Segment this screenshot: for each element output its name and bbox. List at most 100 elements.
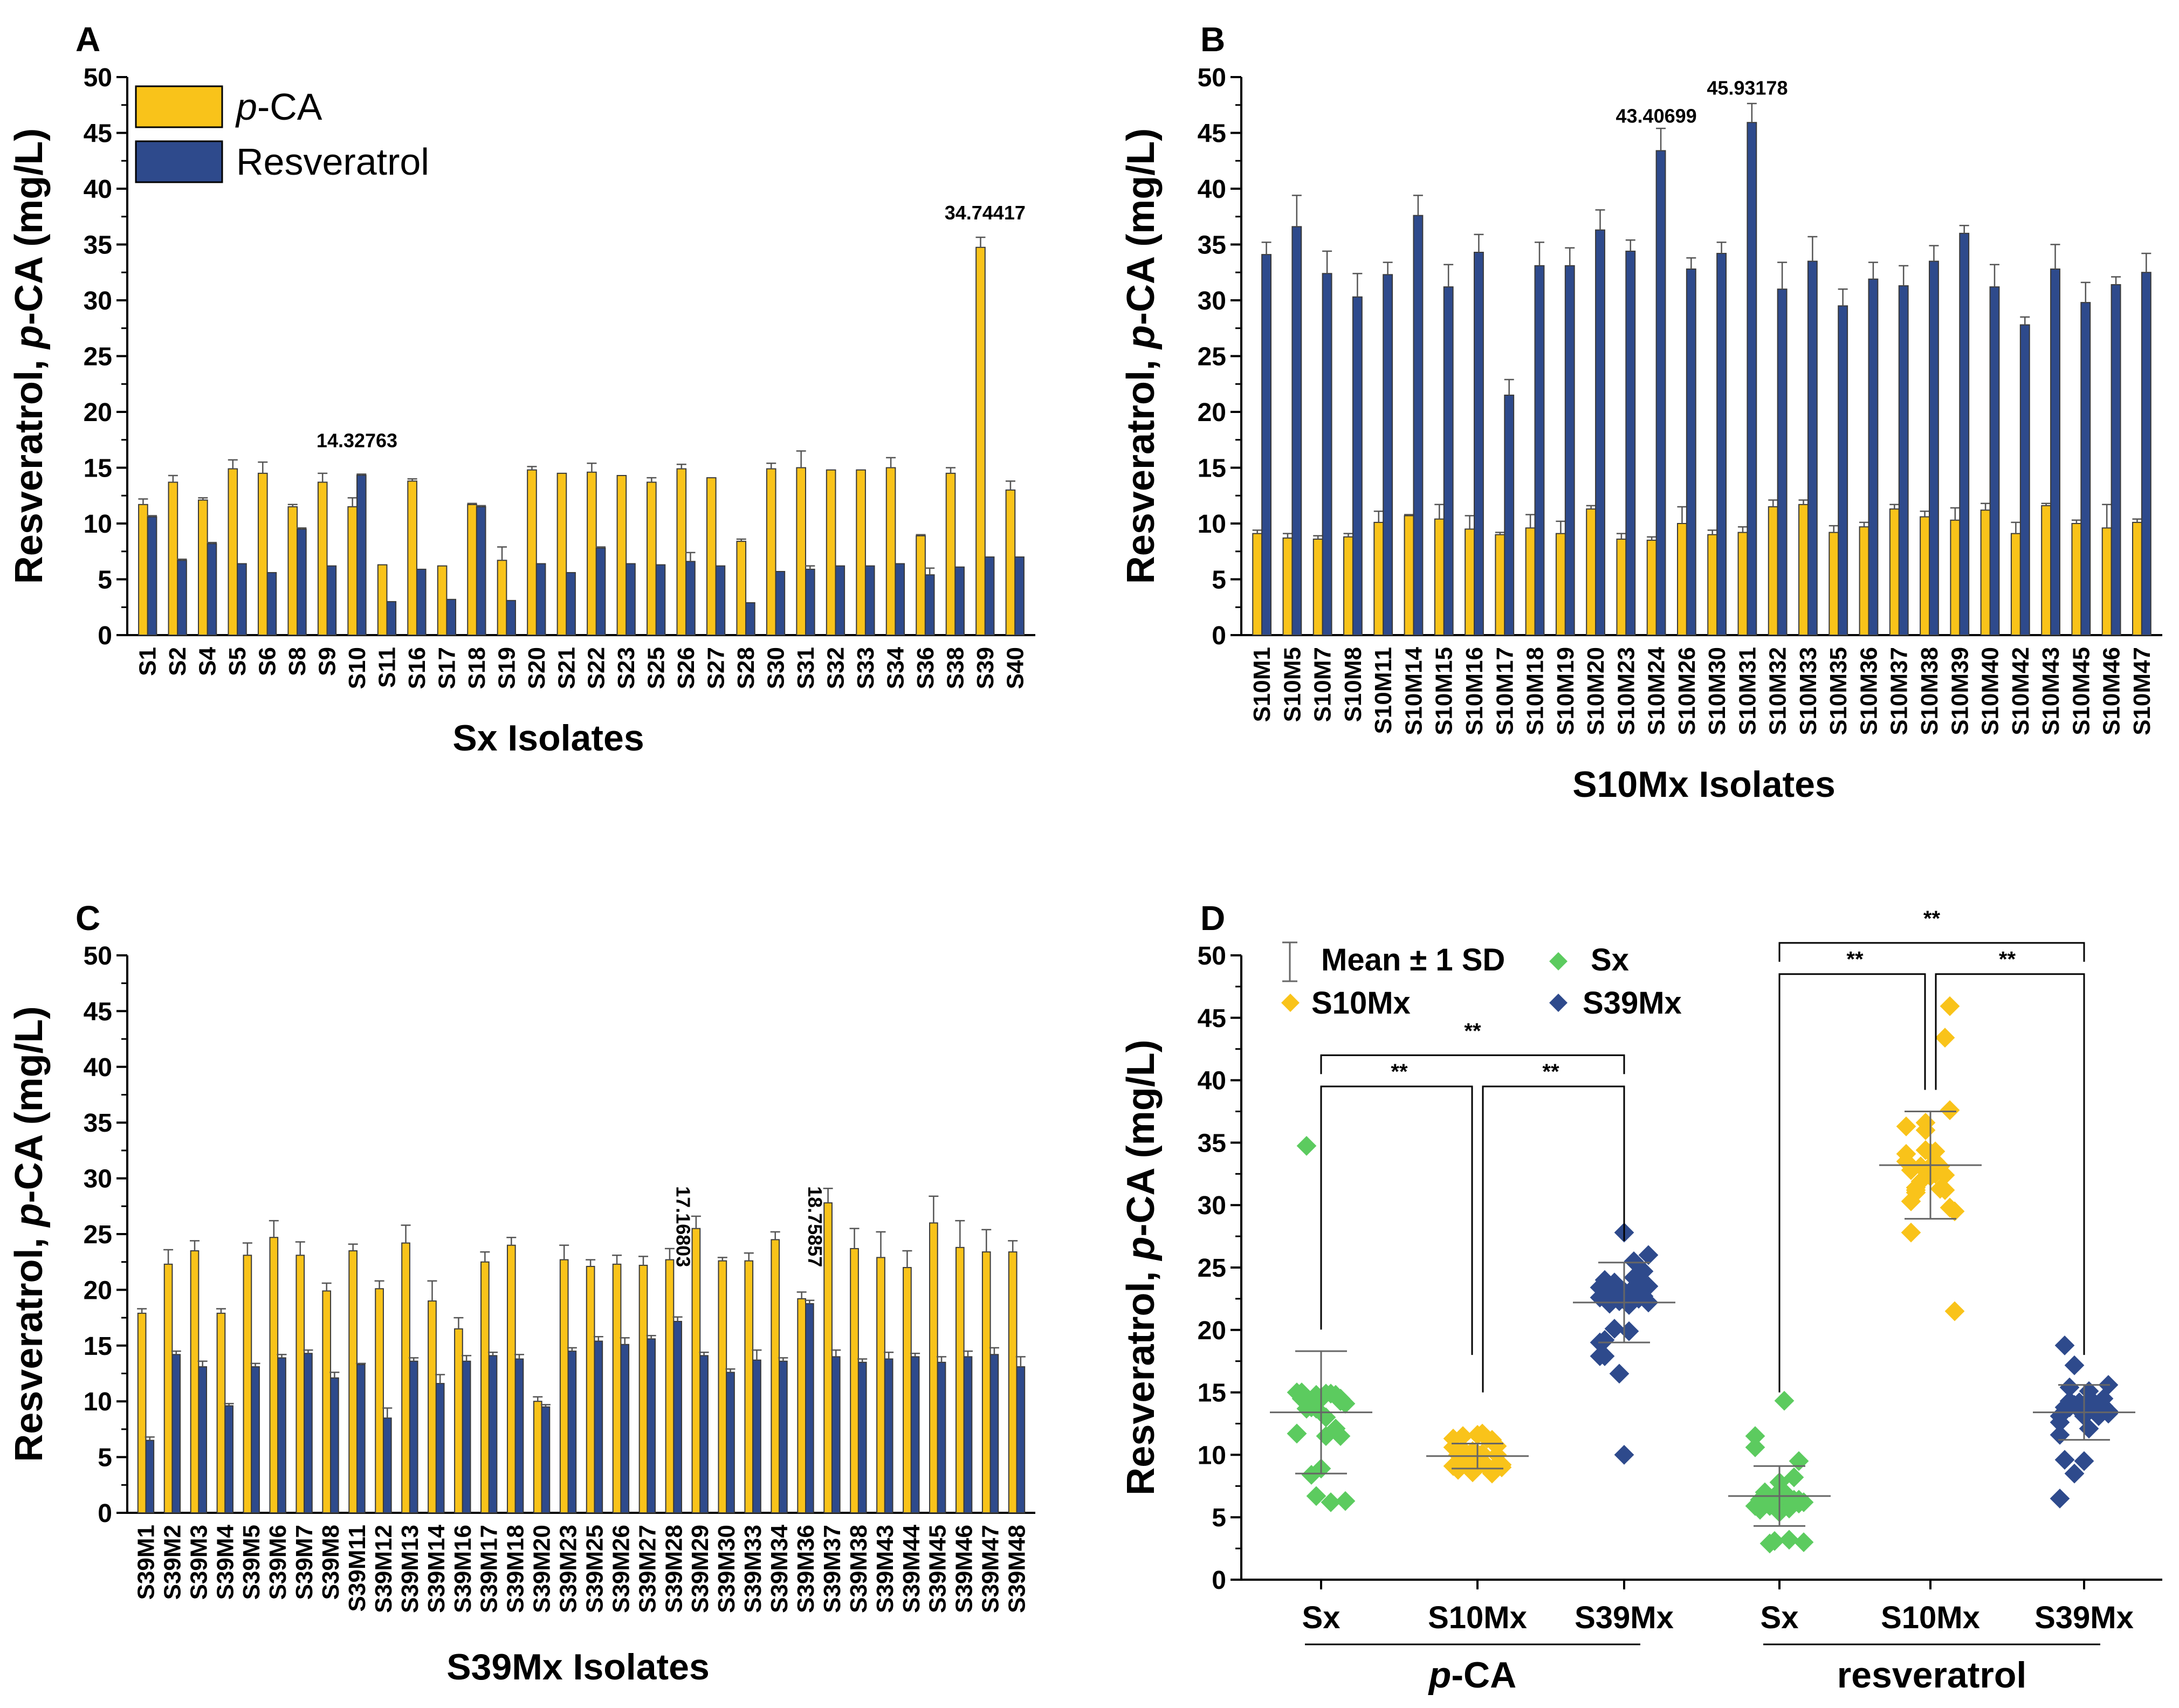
scatter-group [1879, 996, 1982, 1321]
data-point [1321, 1492, 1341, 1512]
data-point [1453, 1450, 1473, 1470]
data-point [1619, 1321, 1639, 1341]
x-tick-label: S39M18 [503, 1525, 529, 1613]
bar [1014, 556, 1025, 636]
y-tick-label: 15 [84, 1332, 112, 1361]
bar [595, 547, 606, 636]
bar [771, 1239, 780, 1514]
bars-B: S10M1 S10M5 S10M7 S10M8 S10M11 S10M14 S10M15 S1… [1249, 102, 2155, 735]
bar [304, 1353, 313, 1513]
bar [454, 1328, 463, 1514]
significance-bracket: ** [1320, 1060, 1473, 1355]
significance-label: ** [1923, 907, 1941, 931]
bar [1252, 533, 1263, 636]
x-tick-label: S39M43 [872, 1525, 898, 1613]
x-tick-label: S10M5 [1279, 647, 1305, 722]
data-point [1896, 1116, 1916, 1137]
y-axis-title-D: Resveratrol, p-CA (mg/L) [1119, 1039, 1163, 1495]
y-tick-label: 5 [1212, 1504, 1226, 1532]
x-tick-label: S26 [673, 647, 699, 689]
bar [1737, 532, 1748, 636]
x-tick-label: S39M30 [713, 1525, 740, 1613]
bar [1413, 215, 1424, 636]
data-point [1935, 1180, 1955, 1200]
data-point [1453, 1426, 1473, 1447]
x-tick-label: S6 [255, 647, 281, 676]
x-tick-label: S39Mx [2034, 1600, 2134, 1635]
x-tick-label: S10M40 [1977, 647, 2004, 735]
bar [715, 565, 726, 636]
x-tick-label: S39M17 [476, 1525, 503, 1613]
ylabel-part: p [1119, 1237, 1163, 1262]
x-tick-label: S22 [583, 647, 610, 689]
x-tick-label: S33 [853, 647, 879, 689]
x-tick-label: S32 [822, 647, 849, 689]
data-point [2064, 1463, 2085, 1484]
x-tick-label: S39M12 [370, 1525, 397, 1613]
bar [1859, 526, 1869, 636]
bar [401, 1242, 410, 1513]
bar [1747, 122, 1757, 636]
x-tick-label: S2 [164, 647, 191, 676]
value-annotation: 14.32763 [317, 430, 397, 452]
legend-label: Sx [1591, 942, 1629, 977]
bar [903, 1267, 912, 1514]
bar [981, 1251, 991, 1513]
bar [386, 601, 397, 636]
bar [1716, 253, 1727, 636]
y-tick-label: 30 [1198, 1192, 1226, 1220]
group-label-part: resveratrol [1837, 1655, 2027, 1696]
y-tick-label: 45 [1198, 120, 1226, 148]
x-tick-label: S10M14 [1400, 646, 1427, 735]
bar [1898, 285, 1909, 636]
bar [1646, 540, 1657, 636]
bar [237, 563, 247, 636]
bar [1777, 288, 1788, 636]
x-tick-label: S27 [703, 647, 730, 689]
bar [224, 1405, 233, 1513]
bar [647, 1338, 656, 1514]
bar [1343, 536, 1353, 636]
data-point [1901, 1222, 1921, 1243]
y-tick-label: 0 [1212, 1566, 1226, 1595]
bar [876, 1257, 885, 1513]
y-tick-label: 30 [1198, 287, 1226, 315]
bar [416, 568, 427, 636]
data-point [1638, 1245, 1659, 1265]
bar [885, 467, 896, 636]
bars-C: S39M1 S39M2 S39M3 S39M4 S39M5 S39M6 S39M7 S39M8… [133, 1187, 1030, 1613]
y-tick-label: 30 [84, 287, 112, 315]
y-tick-label: 10 [84, 1388, 112, 1416]
y-tick-label: 0 [1212, 622, 1226, 650]
bar [356, 474, 367, 636]
bar [559, 1259, 569, 1513]
bar [706, 477, 717, 636]
x-tick-label: S10M15 [1431, 647, 1458, 735]
x-tick-label: S10M23 [1613, 647, 1639, 735]
legend-label: Resveratrol [236, 141, 429, 183]
bar [850, 1248, 859, 1514]
y-tick-label: 40 [1198, 1067, 1226, 1096]
bar [1322, 273, 1332, 636]
bar [243, 1255, 252, 1513]
bar [317, 481, 328, 636]
x-axis-title-A: Sx Isolates [452, 718, 644, 759]
data-point [2054, 1450, 2075, 1470]
y-tick-label: 25 [84, 343, 112, 371]
x-tick-label: S39M28 [661, 1525, 687, 1613]
x-tick-label: S23 [613, 647, 640, 689]
y-tick-label: 35 [1198, 231, 1226, 260]
x-tick-label: Sx [1302, 1600, 1341, 1635]
bar [797, 1298, 806, 1514]
data-point [2050, 1406, 2070, 1426]
data-point [1291, 1382, 1312, 1402]
value-annotation: 17.16803 [672, 1186, 694, 1267]
significance-bracket: ** [1935, 948, 2085, 1355]
x-tick-label: S10M32 [1765, 647, 1791, 735]
bar [435, 1383, 445, 1514]
significance-bracket: ** [1320, 1019, 1625, 1075]
y-tick-label: 5 [98, 566, 112, 595]
bar [1534, 265, 1545, 636]
bar [884, 1358, 893, 1513]
bar [1980, 509, 1991, 636]
